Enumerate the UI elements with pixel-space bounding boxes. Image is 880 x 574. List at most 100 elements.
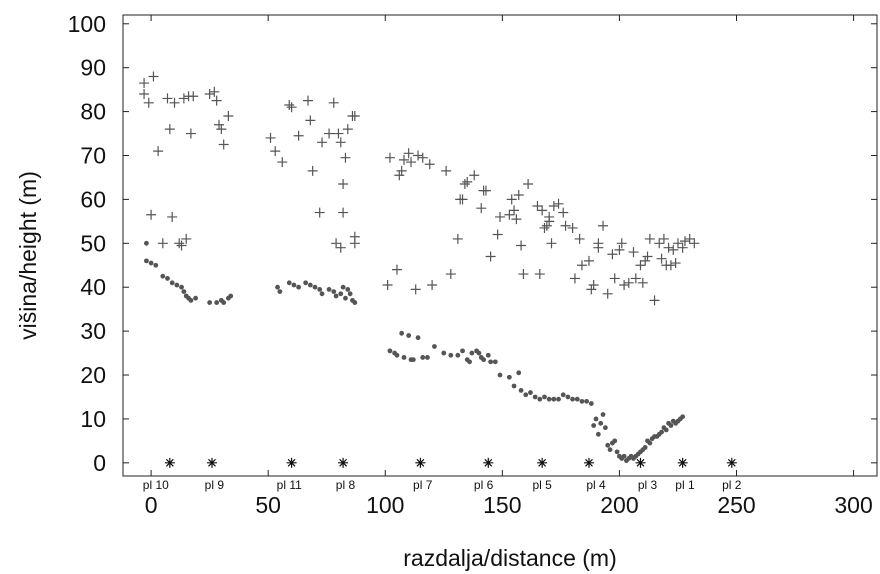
dot-point bbox=[193, 295, 198, 301]
dot-point bbox=[546, 396, 552, 402]
plus-point bbox=[569, 273, 580, 284]
y-axis-title: višina/height (m) bbox=[15, 171, 41, 340]
plus-point bbox=[541, 220, 552, 231]
dot-point bbox=[307, 282, 313, 288]
dot-point bbox=[551, 396, 557, 402]
dot-point bbox=[537, 396, 543, 402]
dot-point bbox=[593, 416, 599, 422]
dot-point bbox=[296, 284, 302, 290]
plus-point bbox=[628, 247, 639, 258]
dot-point bbox=[663, 427, 669, 433]
star-point bbox=[164, 457, 175, 468]
dot-point bbox=[621, 453, 627, 459]
dot-point bbox=[207, 300, 213, 305]
plus-point bbox=[607, 249, 618, 260]
y-tick-label: 20 bbox=[80, 362, 106, 388]
y-tick-label: 70 bbox=[80, 142, 106, 168]
dot-point bbox=[399, 330, 405, 336]
star-point bbox=[583, 457, 594, 468]
plus-point bbox=[644, 233, 655, 244]
plus-point bbox=[427, 280, 438, 291]
dot-point bbox=[485, 352, 491, 358]
x-tick-label: 100 bbox=[366, 492, 404, 518]
plus-point bbox=[457, 194, 468, 205]
plus-point bbox=[185, 128, 196, 139]
star-point bbox=[677, 457, 688, 468]
plus-point bbox=[314, 207, 325, 218]
plus-point bbox=[139, 89, 150, 100]
plus-point bbox=[265, 132, 276, 143]
plus-point bbox=[349, 231, 360, 242]
dot-point bbox=[448, 352, 454, 358]
dot-point bbox=[518, 387, 524, 393]
y-tick-label: 80 bbox=[80, 99, 106, 125]
plus-point bbox=[394, 170, 405, 181]
plus-point bbox=[537, 205, 548, 216]
profile-label: pl 4 bbox=[586, 478, 606, 492]
dot-point bbox=[144, 258, 149, 264]
plus-point bbox=[593, 238, 604, 249]
dot-point bbox=[312, 284, 318, 290]
plus-point bbox=[382, 280, 393, 291]
x-tick-label: 300 bbox=[834, 492, 872, 518]
profile-label: pl 8 bbox=[336, 478, 356, 492]
dot-point bbox=[286, 280, 292, 286]
y-tick-label: 40 bbox=[80, 274, 106, 300]
plus-point bbox=[523, 179, 534, 190]
dot-point bbox=[591, 423, 597, 428]
dot-point bbox=[595, 431, 601, 437]
plus-point bbox=[558, 207, 569, 218]
dot-point bbox=[352, 300, 358, 305]
star-point bbox=[537, 457, 548, 468]
plus-point bbox=[616, 238, 627, 249]
dot-point bbox=[303, 280, 309, 286]
plus-point bbox=[567, 222, 578, 233]
profile-labels: pl 10 pl 9 pl 11 pl 8 pl 7 pl 6 pl 5 pl 4 pl 3 pl… bbox=[143, 478, 742, 492]
plus-point bbox=[576, 260, 587, 271]
plus-point bbox=[670, 258, 681, 269]
plus-point bbox=[635, 260, 646, 271]
plus-point bbox=[333, 128, 344, 139]
dot-point bbox=[340, 284, 346, 290]
plus-point bbox=[441, 165, 452, 176]
plus-point bbox=[188, 91, 199, 102]
plus-point bbox=[583, 255, 594, 266]
plus-point bbox=[516, 240, 527, 251]
plus-point bbox=[153, 146, 164, 157]
plot-frame bbox=[122, 14, 878, 477]
dot-point bbox=[291, 282, 297, 288]
dot-point bbox=[144, 240, 149, 246]
dot-point bbox=[607, 447, 613, 453]
plus-point bbox=[518, 269, 529, 280]
dot-point bbox=[343, 295, 348, 301]
dot-point bbox=[441, 350, 447, 356]
dot-point bbox=[338, 291, 344, 297]
plus-point bbox=[509, 205, 520, 216]
dot-point bbox=[584, 398, 590, 404]
plus-point bbox=[317, 137, 328, 148]
plus-point bbox=[602, 288, 613, 299]
plus-point bbox=[619, 280, 630, 291]
plus-point bbox=[506, 194, 517, 205]
dot-point bbox=[556, 396, 561, 402]
y-tick-label: 60 bbox=[80, 186, 106, 212]
plus-point bbox=[270, 146, 281, 157]
plus-point bbox=[663, 242, 674, 253]
plus-point bbox=[384, 152, 395, 163]
profile-label: pl 9 bbox=[205, 478, 225, 492]
dot-point bbox=[425, 355, 430, 360]
dot-point bbox=[476, 350, 482, 356]
plus-point bbox=[469, 170, 480, 181]
star-point bbox=[483, 457, 494, 468]
plus-point bbox=[302, 95, 313, 106]
plus-point bbox=[511, 214, 522, 225]
dot-point bbox=[432, 344, 437, 349]
plus-point bbox=[480, 185, 491, 196]
y-axis: 0 10 20 30 40 50 60 70 80 90 100 bbox=[68, 11, 877, 476]
dot-point bbox=[469, 350, 475, 356]
star-point bbox=[635, 457, 646, 468]
dot-point bbox=[614, 449, 620, 455]
dot-point bbox=[165, 276, 170, 281]
plus-point bbox=[181, 233, 192, 244]
plus-point bbox=[403, 148, 414, 159]
